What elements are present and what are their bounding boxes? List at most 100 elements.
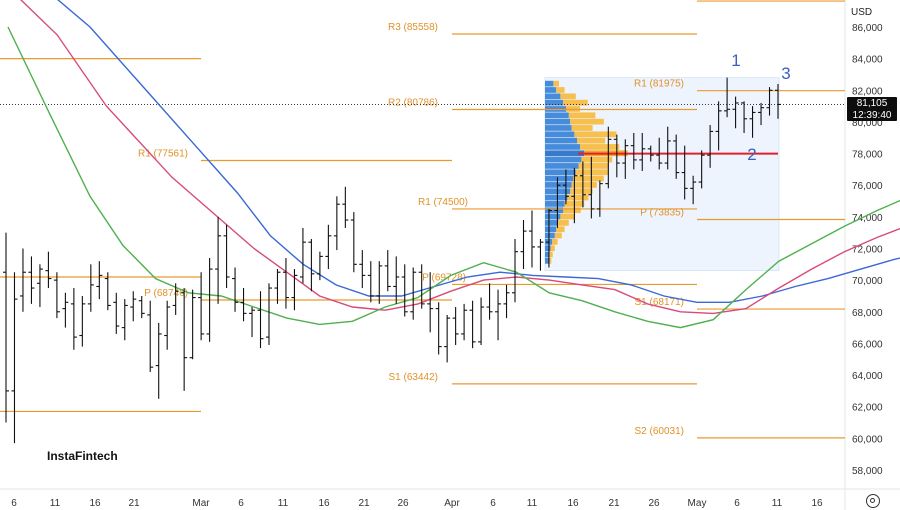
brand-watermark: InstaFintech xyxy=(36,438,308,474)
volume-profile-sell-bar xyxy=(571,182,597,188)
volume-profile-buy-bar xyxy=(545,194,568,201)
volume-profile-sell-bar xyxy=(548,257,552,264)
volume-profile-buy-bar xyxy=(545,175,573,182)
y-tick-label: 78,000 xyxy=(852,150,883,161)
volume-profile-buy-bar xyxy=(545,213,561,220)
volume-profile-sell-bar xyxy=(553,80,559,87)
pivot-level-label: S2 (60031) xyxy=(635,426,684,437)
current-price: 81,105 xyxy=(856,98,888,109)
pivot-level-label: P (69728) xyxy=(422,272,466,283)
volume-profile-buy-bar xyxy=(545,163,579,169)
currency-selector[interactable]: USD xyxy=(846,3,890,21)
currency-label: USD xyxy=(851,6,873,18)
y-tick-label: 68,000 xyxy=(852,308,883,319)
x-tick-label: 16 xyxy=(89,498,101,509)
volume-profile-buy-bar xyxy=(545,87,557,93)
volume-profile-buy-bar xyxy=(545,118,571,125)
ema-fast-line xyxy=(7,26,900,329)
volume-profile-sell-bar xyxy=(570,188,593,195)
wave-label-3: 3 xyxy=(781,64,790,83)
y-tick-label: 80,000 xyxy=(852,118,883,129)
volume-profile-sell-bar xyxy=(578,163,608,169)
volume-profile-sell-bar xyxy=(570,118,604,125)
y-tick-label: 82,000 xyxy=(852,86,883,97)
volume-profile-sell-bar xyxy=(550,245,555,252)
x-tick-label: Mar xyxy=(192,498,210,509)
y-tick-label: 64,000 xyxy=(852,371,883,382)
volume-profile-sell-bar xyxy=(556,87,565,93)
x-tick-label: 11 xyxy=(772,498,783,509)
volume-profile-buy-bar xyxy=(545,245,551,252)
volume-profile-sell-bar xyxy=(554,232,562,239)
volume-profile-buy-bar xyxy=(545,125,572,131)
x-tick-label: 6 xyxy=(734,498,740,509)
volume-profile-sell-bar xyxy=(573,175,604,182)
y-tick-label: 72,000 xyxy=(852,245,883,256)
volume-profile-buy-bar xyxy=(545,201,565,207)
volume-profile-buy-bar xyxy=(545,232,555,239)
x-tick-label: 11 xyxy=(527,498,538,509)
x-tick-label: 21 xyxy=(128,498,140,509)
y-tick-label: 62,000 xyxy=(852,403,883,414)
volume-profile-buy-bar xyxy=(545,150,585,157)
volume-profile-buy-bar xyxy=(545,137,578,144)
ema-mid-line xyxy=(20,0,900,315)
volume-profile-sell-bar xyxy=(560,93,576,100)
volume-profile-sell-bar xyxy=(568,112,596,119)
volume-profile-buy-bar xyxy=(545,257,549,264)
volume-profile-sell-bar xyxy=(563,207,581,214)
volume-profile-sell-bar xyxy=(580,144,620,150)
x-tick-label: 6 xyxy=(11,498,17,509)
volume-profile-sell-bar xyxy=(574,131,617,138)
volume-profile-sell-bar xyxy=(571,125,593,131)
volume-profile-buy-bar xyxy=(545,131,575,138)
volume-profile-sell-bar xyxy=(577,137,606,144)
pivot-level-label: R1 (77561) xyxy=(138,149,188,160)
volume-profile-sell-bar xyxy=(567,194,589,201)
y-tick-label: 76,000 xyxy=(852,181,883,192)
pivot-level-label: S1 (68171) xyxy=(635,297,684,308)
pivot-level-label: R1 (74500) xyxy=(418,197,468,208)
x-tick-label: 21 xyxy=(608,498,620,509)
pivot-level-label: S1 (63442) xyxy=(389,372,438,383)
volume-profile-sell-bar xyxy=(560,213,575,220)
pivot-level-label: P (73835) xyxy=(640,207,684,218)
pivot-level-label: R2 (80786) xyxy=(388,97,438,108)
volume-profile-buy-bar xyxy=(545,93,561,100)
volume-profile-sell-bar xyxy=(581,156,613,163)
y-tick-label: 74,000 xyxy=(852,213,883,224)
y-tick-label: 84,000 xyxy=(852,55,883,66)
x-tick-label: 11 xyxy=(278,498,289,509)
x-tick-label: 16 xyxy=(811,498,823,509)
y-tick-label: 86,000 xyxy=(852,23,883,34)
volume-profile-buy-bar xyxy=(545,99,564,106)
brand-label: InstaFintech xyxy=(47,449,118,463)
volume-profile-buy-bar xyxy=(545,169,576,176)
volume-profile-buy-bar xyxy=(545,144,580,150)
volume-profile-buy-bar xyxy=(545,220,558,226)
pivot-level-label: P (68746) xyxy=(144,288,188,299)
y-tick-label: 70,000 xyxy=(852,276,883,287)
current-price-tag: 81,105 12:39:40 xyxy=(847,97,897,121)
x-tick-label: 11 xyxy=(50,498,61,509)
volume-profile-buy-bar xyxy=(545,112,569,119)
pivot-level-label: R1 (81975) xyxy=(634,79,684,90)
y-tick-label: 60,000 xyxy=(852,434,883,445)
y-tick-label: 66,000 xyxy=(852,339,883,350)
volume-profile-sell-bar xyxy=(563,99,588,106)
volume-profile-sell-bar xyxy=(549,251,553,258)
x-tick-label: 26 xyxy=(397,498,409,509)
wave-label-2: 2 xyxy=(747,145,756,164)
x-tick-label: 26 xyxy=(648,498,660,509)
volume-profile-sell-bar xyxy=(556,226,565,233)
y-tick-label: 58,000 xyxy=(852,466,883,477)
volume-profile-sell-bar xyxy=(557,220,569,226)
x-tick-label: 6 xyxy=(490,498,496,509)
volume-profile-buy-bar xyxy=(545,207,564,214)
ema-slow-line xyxy=(57,0,900,303)
settings-gear-icon[interactable] xyxy=(866,494,880,508)
candle-countdown: 12:39:40 xyxy=(852,110,892,121)
wave-label-1: 1 xyxy=(731,51,740,70)
